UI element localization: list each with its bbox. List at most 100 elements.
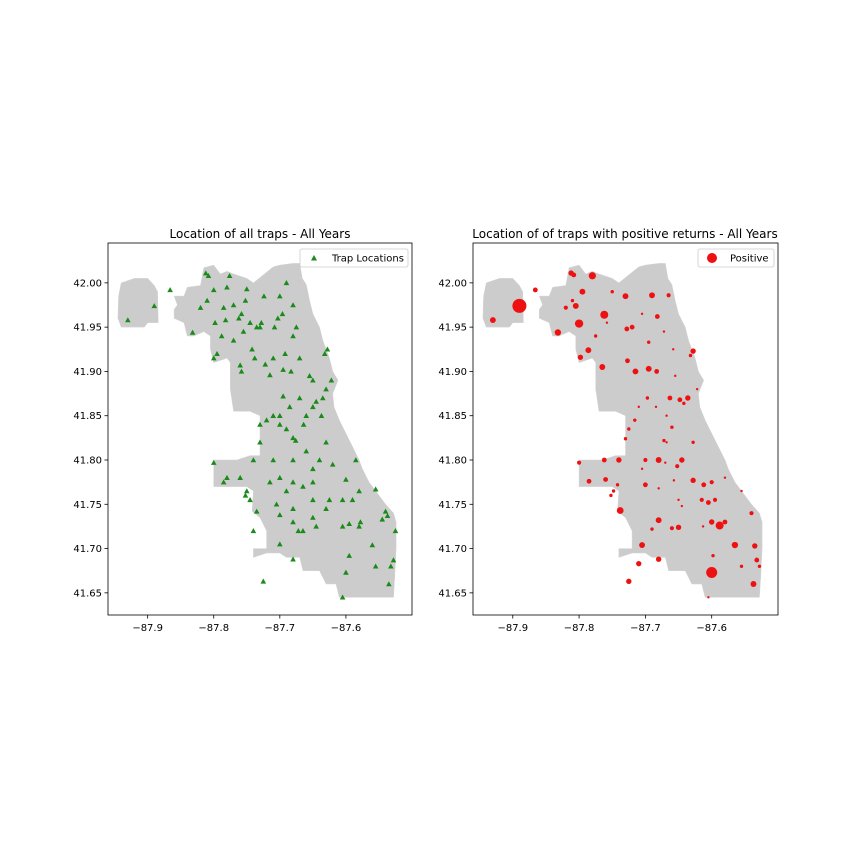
trap-point [323,505,329,511]
trap-point [237,362,243,368]
trap-point [290,479,296,485]
y-tick-label: 42.00 [438,278,467,289]
trap-point [125,317,131,323]
positive-point [654,314,660,319]
map-layer [482,263,763,598]
positive-point [690,477,696,484]
ohare-area [117,278,159,328]
positive-point [739,564,744,568]
positive-point [662,330,666,333]
positive-point [750,581,757,587]
positive-point [709,519,715,525]
trap-point [250,528,257,534]
y-tick-label: 41.90 [438,367,467,378]
trap-point [300,421,307,427]
trap-point [343,569,349,575]
positive-point [609,493,613,498]
positive-point [512,298,527,313]
trap-point [339,594,346,600]
trap-point [339,523,346,529]
positive-point [712,497,718,502]
positive-point [749,511,754,516]
trap-point [242,297,249,303]
trap-point [293,324,300,330]
positive-point [645,365,652,372]
positive-point [672,348,675,351]
positive-point [572,302,579,309]
positive-point [654,369,660,374]
y-tick-label: 41.70 [73,544,102,555]
positive-point [672,479,676,482]
trap-point [313,398,319,404]
y-tick-label: 41.75 [438,500,467,511]
positive-point [670,425,674,429]
positive-point [640,312,644,316]
trap-point [210,459,217,465]
trap-point [270,457,277,463]
trap-point [261,293,267,299]
positive-point [691,440,695,444]
y-tick-label: 41.80 [73,456,102,467]
positive-point [615,483,620,487]
positive-point [669,526,674,531]
positive-point [685,395,691,401]
positive-point [682,401,686,406]
positive-point [680,504,684,508]
trap-point [300,528,306,534]
y-tick-label: 41.85 [438,411,467,422]
trap-point [296,355,303,361]
trap-point [346,520,353,527]
ohare-area [482,278,524,328]
trap-point [224,284,230,290]
positive-point [585,347,592,354]
positive-point [711,553,715,558]
positive-point [677,498,680,502]
legend-triangle-icon [311,255,317,261]
trap-point [270,412,277,418]
positive-point [579,288,586,295]
positive-point [593,334,598,338]
trap-point [290,556,296,562]
positive-point [665,414,668,417]
trap-point [324,346,331,352]
trap-point [303,448,310,454]
positive-point [633,418,637,422]
trap-point [310,514,316,520]
positive-point [642,482,648,488]
positive-point [722,519,728,525]
marks-layer [489,270,762,599]
trap-point [326,497,333,503]
x-tick-label: −87.7 [264,623,295,634]
trap-point [290,435,296,441]
positive-point [709,480,714,485]
legend-marker [707,253,717,263]
trap-point [390,557,397,563]
x-tick-label: −87.9 [132,623,163,634]
marks-layer [125,270,399,600]
positive-point [657,487,660,490]
legend-marker [311,255,317,261]
trap-point [151,303,158,309]
trap-point [283,426,290,432]
positive-point [740,489,743,493]
trap-point [310,466,316,472]
positive-point [701,482,707,488]
y-tick-label: 41.75 [73,500,102,511]
trap-point [236,315,242,321]
ticks-layer: −87.9 −87.8 −87.7 −87.6 41.65 41.70 41.75 41.80… [438,278,727,634]
trap-point [316,457,323,463]
positive-point [574,319,584,328]
positive-point [623,437,628,441]
trap-point [253,508,260,514]
trap-point [306,373,313,379]
trap-point [310,377,316,383]
trap-point [290,519,296,525]
trap-point [339,497,346,503]
positive-point [707,596,710,599]
trap-point [257,421,263,427]
positive-point [605,321,609,324]
ticks-layer: −87.9 −87.8 −87.7 −87.6 41.65 41.70 41.75 41.80… [73,278,361,634]
positive-point [667,395,673,401]
